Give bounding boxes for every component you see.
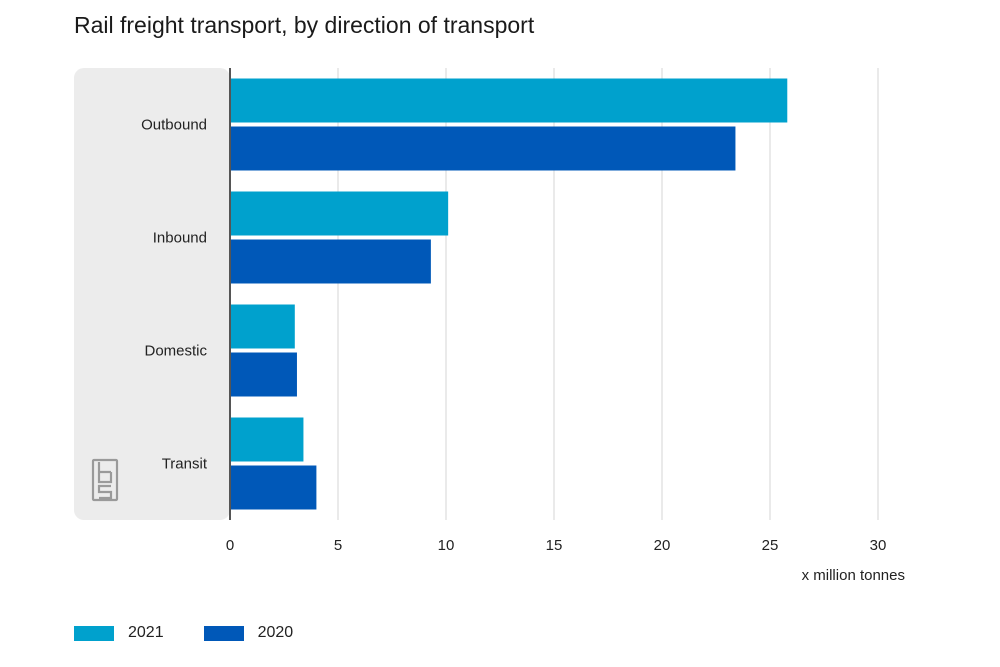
x-tick-label: 10: [438, 537, 455, 554]
x-tick-label: 25: [762, 537, 779, 554]
bar-inbound-2020: [230, 239, 431, 284]
category-label-outbound: Outbound: [141, 117, 207, 134]
x-tick-label: 0: [226, 537, 234, 554]
legend-swatch-2021: [74, 625, 114, 641]
bar-domestic-2020: [230, 352, 297, 397]
legend-swatch-2020: [203, 625, 244, 641]
chart-title: Rail freight transport, by direction of …: [74, 12, 535, 38]
category-label-domestic: Domestic: [144, 343, 207, 360]
legend-item-2021: 2021: [74, 624, 164, 642]
category-panel: [74, 68, 230, 520]
x-tick-label: 5: [334, 537, 342, 554]
bar-transit-2021: [230, 417, 304, 462]
bar-outbound-2021: [230, 78, 788, 123]
category-label-transit: Transit: [162, 456, 208, 473]
x-tick-label: 20: [654, 537, 671, 554]
bar-outbound-2020: [230, 126, 736, 171]
bar-domestic-2021: [230, 304, 295, 349]
legend-label-2020: 2020: [257, 624, 294, 641]
bar-inbound-2021: [230, 191, 449, 236]
legend-item-2020: 2020: [203, 624, 294, 642]
x-tick-label: 15: [546, 537, 563, 554]
legend-label-2021: 2021: [128, 624, 164, 641]
legend: 2021 2020: [74, 624, 333, 642]
x-axis-label: x million tonnes: [802, 567, 905, 584]
category-label-inbound: Inbound: [153, 230, 207, 247]
cbs-logo-icon: [91, 458, 119, 502]
bar-transit-2020: [230, 465, 317, 510]
x-tick-label: 30: [870, 537, 887, 554]
